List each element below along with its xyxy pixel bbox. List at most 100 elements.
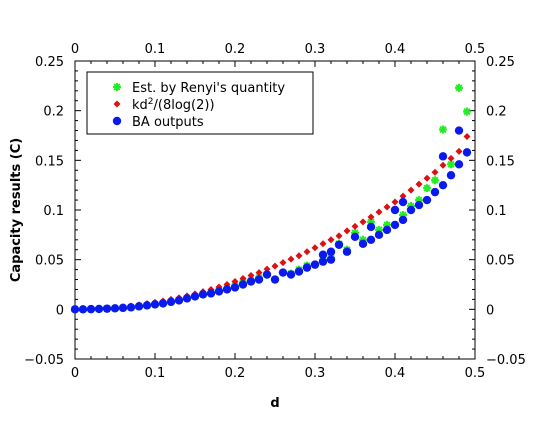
ba-output-point xyxy=(198,290,208,299)
ba-output-point xyxy=(454,126,464,135)
formula-point xyxy=(271,262,279,270)
legend-marker-1 xyxy=(113,83,121,91)
renyi-estimate-point xyxy=(431,176,439,185)
formula-point xyxy=(231,278,239,286)
x-tick-label-top: 0.3 xyxy=(305,42,326,57)
series-ba-output xyxy=(70,126,472,314)
ba-output-point xyxy=(326,255,336,264)
formula-point xyxy=(383,203,391,211)
y-tick-label: 0 xyxy=(56,303,64,318)
formula-point xyxy=(423,174,431,182)
renyi-estimate-point xyxy=(463,107,471,116)
ba-output-point xyxy=(246,277,256,286)
x-tick-label-top: 0.4 xyxy=(385,42,406,57)
ba-output-point xyxy=(342,247,352,256)
ba-output-point xyxy=(190,292,200,301)
renyi-estimate-point xyxy=(447,160,455,169)
formula-point xyxy=(311,244,319,252)
x-tick-label-top: 0.2 xyxy=(225,42,246,57)
ba-output-point xyxy=(222,285,232,294)
formula-point xyxy=(343,227,351,235)
renyi-estimate-point xyxy=(455,83,463,92)
ba-output-point xyxy=(214,287,224,296)
ba-output-point xyxy=(438,180,448,190)
formula-point xyxy=(247,272,255,280)
formula-point xyxy=(431,168,439,176)
formula-point xyxy=(447,154,455,162)
ba-output-point xyxy=(142,301,152,310)
formula-point xyxy=(415,180,423,188)
data-marks xyxy=(70,83,472,314)
y-tick-label-right: 0.05 xyxy=(486,254,515,269)
ba-output-point xyxy=(238,280,248,289)
ba-output-point xyxy=(174,296,184,305)
ba-output-point xyxy=(366,222,376,232)
formula-point xyxy=(463,132,471,140)
formula-point xyxy=(255,269,263,277)
ba-output-point xyxy=(302,263,312,272)
ba-output-point xyxy=(406,205,416,215)
y-tick-label: −0.05 xyxy=(24,353,64,368)
ba-output-point xyxy=(374,230,384,240)
ba-output-point xyxy=(422,195,432,205)
legend-marker-2 xyxy=(113,100,121,108)
x-tick-label-top: 0.5 xyxy=(465,42,486,57)
ba-output-point xyxy=(334,240,344,249)
ba-output-point xyxy=(270,275,280,284)
x-axis-title: d xyxy=(270,396,279,411)
formula-point xyxy=(375,208,383,216)
y-tick-label: 0.25 xyxy=(35,55,64,70)
series-formula xyxy=(71,132,471,313)
formula-point xyxy=(399,192,407,200)
y-tick-label-right: 0 xyxy=(486,303,494,318)
formula-point xyxy=(359,218,367,226)
ba-output-point xyxy=(286,270,296,279)
ba-output-point xyxy=(326,247,336,256)
ba-output-point xyxy=(318,250,328,259)
ba-output-point xyxy=(454,160,464,169)
renyi-estimate-point xyxy=(439,125,447,134)
ba-output-point xyxy=(182,294,192,303)
ba-output-point xyxy=(398,197,408,207)
formula-point xyxy=(335,232,343,240)
ba-output-point xyxy=(390,205,400,215)
formula-point xyxy=(319,240,327,248)
ba-output-point xyxy=(126,303,136,312)
renyi-estimate-point xyxy=(375,225,383,234)
ba-output-point xyxy=(118,303,128,313)
legend-marker-3 xyxy=(112,116,122,126)
legend-markers xyxy=(112,83,122,126)
formula-point xyxy=(295,252,303,260)
axis-tick-labels: 000.10.10.20.20.30.30.40.40.50.5−0.05 −0.… xyxy=(24,42,526,381)
ba-output-point xyxy=(86,304,96,314)
formula-point xyxy=(439,161,447,169)
y-tick-label: 0.05 xyxy=(35,254,64,269)
y-tick-label-right: 0.2 xyxy=(486,105,507,120)
ba-output-point xyxy=(366,235,376,244)
x-tick-label-top: 0.1 xyxy=(145,42,166,57)
y-tick-label-right: 0.25 xyxy=(486,55,515,70)
y-axis-title: Capacity results (C) xyxy=(9,138,24,282)
renyi-estimate-point xyxy=(367,217,375,226)
ba-output-point xyxy=(398,215,408,225)
ba-output-point xyxy=(390,220,400,230)
ba-output-point xyxy=(206,289,216,298)
ba-output-point xyxy=(102,304,112,313)
formula-point xyxy=(279,259,287,267)
formula-point xyxy=(239,275,247,283)
ba-output-point xyxy=(134,302,144,311)
formula-point xyxy=(351,222,359,230)
formula-point xyxy=(327,236,335,244)
legend-label-ba: BA outputs xyxy=(132,115,204,130)
ba-output-point xyxy=(70,305,80,314)
ba-output-point xyxy=(110,304,120,313)
y-tick-label-right: 0.15 xyxy=(486,154,515,169)
ba-output-point xyxy=(462,148,472,157)
ba-output-point xyxy=(310,260,320,269)
y-tick-label: 0.2 xyxy=(43,105,64,120)
legend-label-renyi: Est. by Renyi's quantity xyxy=(132,81,285,96)
y-tick-label-right: −0.05 xyxy=(486,353,526,368)
ba-output-point xyxy=(230,283,240,292)
x-tick-label-top: 0 xyxy=(71,42,79,57)
